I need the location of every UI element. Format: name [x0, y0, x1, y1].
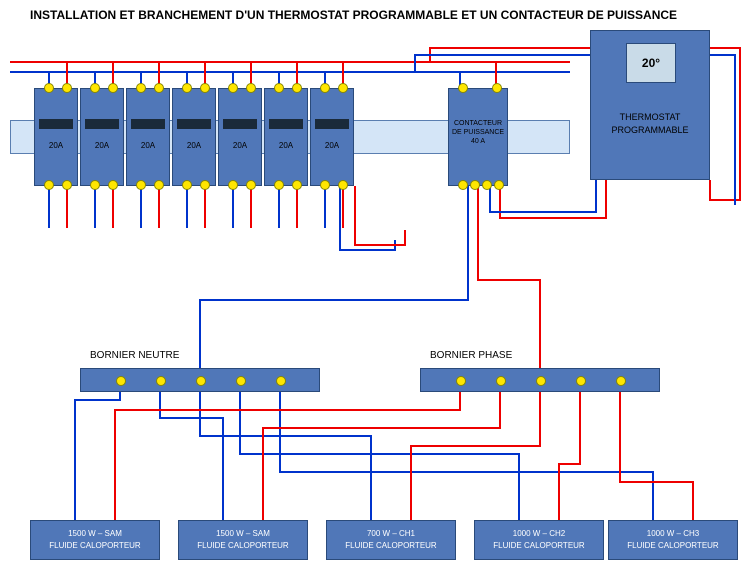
breaker-3: 20A	[172, 88, 216, 186]
terminal	[536, 376, 546, 386]
terminal	[108, 180, 118, 190]
terminal	[470, 180, 480, 190]
terminal	[292, 83, 302, 93]
terminal	[276, 376, 286, 386]
terminal	[246, 180, 256, 190]
terminal	[44, 180, 54, 190]
breaker-6: 20A	[310, 88, 354, 186]
terminal	[236, 376, 246, 386]
terminal	[338, 180, 348, 190]
terminal	[196, 376, 206, 386]
terminal	[494, 180, 504, 190]
bornier-neutre-label: BORNIER NEUTRE	[90, 350, 179, 361]
terminal	[44, 83, 54, 93]
terminal	[456, 376, 466, 386]
thermostat: 20° THERMOSTAT PROGRAMMABLE	[590, 30, 710, 180]
terminal	[482, 180, 492, 190]
terminal	[458, 180, 468, 190]
terminal	[576, 376, 586, 386]
terminal	[62, 83, 72, 93]
terminal	[108, 83, 118, 93]
terminal	[228, 180, 238, 190]
terminal	[154, 180, 164, 190]
bornier-phase	[420, 368, 660, 392]
radiator-0: 1500 W – SAMFLUIDE CALOPORTEUR	[30, 520, 160, 560]
terminal	[182, 83, 192, 93]
terminal	[320, 83, 330, 93]
breaker-1: 20A	[80, 88, 124, 186]
terminal	[62, 180, 72, 190]
terminal	[616, 376, 626, 386]
terminal	[246, 83, 256, 93]
terminal	[274, 180, 284, 190]
terminal	[338, 83, 348, 93]
radiator-4: 1000 W – CH3FLUIDE CALOPORTEUR	[608, 520, 738, 560]
thermostat-label: THERMOSTAT PROGRAMMABLE	[591, 111, 709, 136]
terminal	[200, 180, 210, 190]
thermostat-screen: 20°	[626, 43, 676, 83]
terminal	[90, 180, 100, 190]
terminal	[154, 83, 164, 93]
terminal	[90, 83, 100, 93]
terminal	[320, 180, 330, 190]
terminal	[116, 376, 126, 386]
terminal	[200, 83, 210, 93]
terminal	[182, 180, 192, 190]
radiator-1: 1500 W – SAMFLUIDE CALOPORTEUR	[178, 520, 308, 560]
breaker-2: 20A	[126, 88, 170, 186]
terminal	[492, 83, 502, 93]
contactor-label: CONTACTEUR DE PUISSANCE 40 A	[452, 120, 504, 145]
diagram-title: INSTALLATION ET BRANCHEMENT D'UN THERMOS…	[30, 8, 677, 22]
terminal	[136, 83, 146, 93]
radiator-3: 1000 W – CH2FLUIDE CALOPORTEUR	[474, 520, 604, 560]
terminal	[274, 83, 284, 93]
terminal	[458, 83, 468, 93]
contactor: CONTACTEUR DE PUISSANCE 40 A	[448, 88, 508, 186]
breaker-5: 20A	[264, 88, 308, 186]
bornier-neutre	[80, 368, 320, 392]
breaker-0: 20A	[34, 88, 78, 186]
terminal	[136, 180, 146, 190]
terminal	[228, 83, 238, 93]
terminal	[496, 376, 506, 386]
breaker-4: 20A	[218, 88, 262, 186]
terminal	[156, 376, 166, 386]
bornier-phase-label: BORNIER PHASE	[430, 350, 512, 361]
terminal	[292, 180, 302, 190]
radiator-2: 700 W – CH1FLUIDE CALOPORTEUR	[326, 520, 456, 560]
